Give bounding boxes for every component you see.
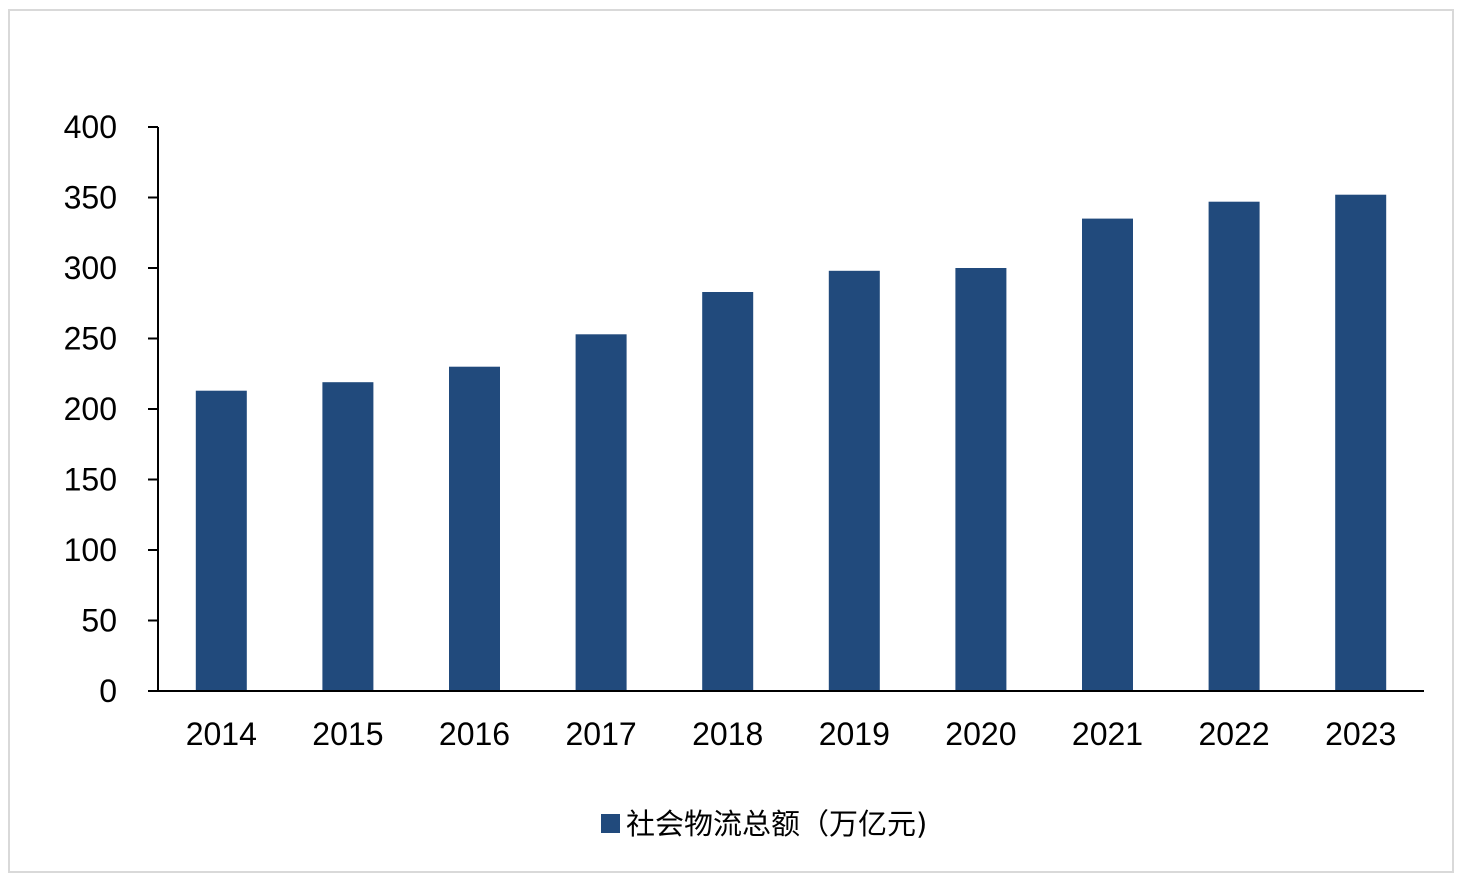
- x-tick-label: 2017: [566, 716, 637, 752]
- bars-group: [195, 194, 1387, 691]
- y-tick-label: 0: [99, 673, 117, 709]
- bar-2019: [828, 270, 880, 691]
- y-tick-label: 300: [64, 250, 117, 286]
- bar-2023: [1335, 194, 1387, 691]
- x-tick-label: 2016: [439, 716, 510, 752]
- x-tick-label: 2020: [945, 716, 1016, 752]
- x-tick-label: 2022: [1199, 716, 1270, 752]
- x-axis-ticks: 2014 2015 2016 2017 2018 2019 2020 2021 2022 2023: [186, 716, 1397, 752]
- x-tick-label: 2021: [1072, 716, 1143, 752]
- x-tick-label: 2019: [819, 716, 890, 752]
- bar-2022: [1208, 201, 1260, 691]
- x-tick-label: 2018: [692, 716, 763, 752]
- x-tick-label: 2015: [312, 716, 383, 752]
- bar-2016: [449, 366, 500, 691]
- y-tick-label: 400: [64, 109, 117, 145]
- x-tick-label: 2014: [186, 716, 257, 752]
- bar-2015: [322, 382, 374, 691]
- x-tick-label: 2023: [1325, 716, 1396, 752]
- legend: 社会物流总额（万亿元): [601, 807, 927, 841]
- bar-2020: [955, 268, 1007, 691]
- y-tick-label: 150: [64, 462, 117, 498]
- legend-swatch: [601, 814, 620, 833]
- bar-2018: [702, 292, 754, 691]
- y-tick-label: 50: [81, 603, 117, 639]
- y-tick-label: 100: [64, 532, 117, 568]
- y-axis-ticks: 0 50 100 150 200 250 300 350 400: [64, 109, 158, 709]
- y-tick-label: 200: [64, 391, 117, 427]
- legend-label: 社会物流总额（万亿元): [626, 807, 927, 841]
- y-tick-label: 350: [64, 180, 117, 216]
- bar-2014: [195, 390, 247, 691]
- bar-2017: [575, 334, 627, 691]
- y-tick-label: 250: [64, 321, 117, 357]
- bar-2021: [1082, 218, 1133, 691]
